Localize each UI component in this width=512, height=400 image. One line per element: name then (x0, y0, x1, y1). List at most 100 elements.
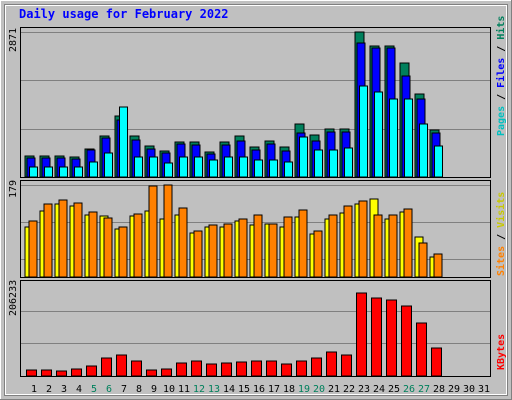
pages-bar (419, 123, 428, 178)
sites-bar (193, 230, 203, 278)
kbytes-bar (221, 362, 232, 377)
pages-bar (119, 106, 128, 178)
sites-bar (313, 230, 323, 278)
sites-bar (433, 253, 443, 278)
kbytes-bar (146, 369, 157, 377)
chart-title: Daily usage for February 2022 (19, 7, 229, 21)
pages-bar (284, 161, 293, 178)
sites-bar (103, 217, 113, 278)
sites-bar (358, 200, 368, 278)
x-tick-label: 19 (298, 384, 310, 395)
kbytes-bar (326, 351, 337, 377)
legend-sites-visits: Sites / Visits (495, 192, 507, 276)
pages-bar (389, 98, 398, 178)
kbytes-ymax-label: 206233 (8, 280, 19, 316)
legend-entry: Pages (496, 106, 507, 136)
x-tick-label: 18 (283, 384, 295, 395)
x-tick-label: 1 (31, 384, 37, 395)
legend-entry: Files (495, 58, 507, 88)
pages-bar (179, 156, 188, 178)
kbytes-bar (416, 322, 427, 377)
x-tick-label: 29 (448, 384, 460, 395)
x-tick-label: 25 (388, 384, 400, 395)
x-tick-label: 4 (76, 384, 82, 395)
kbytes-bar (356, 292, 367, 377)
x-tick-label: 22 (343, 384, 355, 395)
sites-bar (73, 202, 83, 278)
pages-bar (434, 145, 443, 178)
legend-entry: Sites (495, 246, 507, 276)
kbytes-bar (56, 370, 67, 377)
sites-bar (253, 214, 263, 278)
sites-bar (163, 184, 173, 278)
x-tick-label: 16 (253, 384, 265, 395)
x-tick-label: 6 (106, 384, 112, 395)
pages-bar (194, 156, 203, 178)
legend-entry: / (496, 88, 507, 106)
x-tick-label: 9 (151, 384, 157, 395)
x-tick-label: 24 (373, 384, 385, 395)
kbytes-bar (26, 369, 37, 377)
pages-bar (269, 159, 278, 178)
sites-bar (268, 223, 278, 278)
x-tick-label: 23 (358, 384, 370, 395)
pages-bar (299, 136, 308, 178)
x-tick-label: 15 (238, 384, 250, 395)
x-tick-label: 5 (91, 384, 97, 395)
sites-bar (28, 220, 38, 278)
kbytes-bar (296, 360, 307, 377)
panel-kbytes (20, 280, 491, 377)
sites-bar (223, 223, 233, 278)
x-tick-label: 3 (61, 384, 67, 395)
x-tick-label: 14 (223, 384, 235, 395)
pages-bar (74, 166, 83, 178)
x-tick-label: 7 (121, 384, 127, 395)
kbytes-bar (431, 347, 442, 377)
sites-bar (88, 211, 98, 278)
pages-bar (209, 159, 218, 178)
x-tick-label: 31 (478, 384, 490, 395)
sites-bar (238, 218, 248, 278)
kbytes-bar (311, 357, 322, 377)
x-tick-label: 11 (178, 384, 190, 395)
sites-bar (388, 214, 398, 278)
x-tick-label: 20 (313, 384, 325, 395)
sites-bar (373, 214, 383, 278)
kbytes-bar (341, 354, 352, 377)
pages-bar (29, 166, 38, 178)
kbytes-bar (236, 361, 247, 377)
x-tick-label: 30 (463, 384, 475, 395)
pages-bar (329, 149, 338, 178)
kbytes-bar (101, 357, 112, 377)
kbytes-bar (266, 360, 277, 377)
x-tick-label: 26 (403, 384, 415, 395)
pages-bar (374, 91, 383, 178)
sites-bar (133, 213, 143, 278)
kbytes-bar (371, 297, 382, 377)
kbytes-bar (251, 360, 262, 377)
sites-bar (178, 207, 188, 278)
pages-bar (314, 149, 323, 178)
legend-kbytes: KBytes (496, 334, 507, 370)
pages-bar (404, 98, 413, 178)
sites-bar (208, 224, 218, 278)
pages-bar (344, 147, 353, 178)
kbytes-bar (116, 354, 127, 377)
kbytes-bar (131, 360, 142, 377)
sites-bar (43, 203, 53, 278)
kbytes-bar (281, 363, 292, 377)
pages-bar (59, 166, 68, 178)
x-tick-label: 13 (208, 384, 220, 395)
pages-bar (164, 162, 173, 178)
kbytes-bar (176, 362, 187, 377)
kbytes-bar (41, 369, 52, 377)
legend-entry: Visits (495, 192, 507, 228)
x-tick-label: 27 (418, 384, 430, 395)
sites-bar (298, 209, 308, 278)
sites-ymax-label: 179 (8, 180, 19, 198)
panel-hits-files-pages (20, 27, 491, 178)
sites-bar (343, 205, 353, 278)
pages-bar (224, 156, 233, 178)
sites-bar (403, 208, 413, 278)
